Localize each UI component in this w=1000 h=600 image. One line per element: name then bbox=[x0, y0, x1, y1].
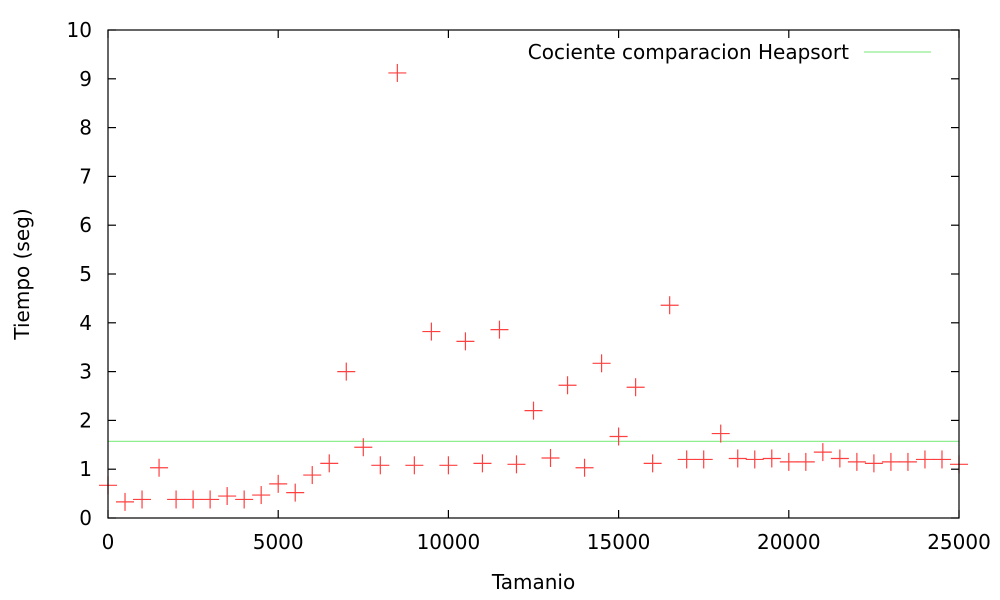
data-point bbox=[235, 490, 254, 509]
y-tick-label: 9 bbox=[79, 67, 92, 91]
y-tick-label: 0 bbox=[79, 506, 92, 530]
data-point bbox=[337, 362, 356, 381]
data-point bbox=[320, 454, 339, 473]
data-point bbox=[541, 448, 560, 467]
data-point bbox=[218, 487, 237, 506]
data-point bbox=[456, 332, 475, 351]
data-point bbox=[303, 466, 322, 485]
data-point bbox=[354, 438, 373, 457]
y-tick-label: 3 bbox=[79, 360, 92, 384]
y-tick-label: 10 bbox=[67, 18, 92, 42]
data-point bbox=[830, 449, 849, 468]
data-point bbox=[660, 296, 679, 315]
data-point bbox=[490, 320, 509, 339]
y-axis-ticks: 0 1 2 3 4 5 6 7 8 9 10 bbox=[67, 18, 959, 530]
y-tick-label: 5 bbox=[79, 262, 92, 286]
data-point bbox=[626, 378, 645, 397]
legend: Cociente comparacion Heapsort bbox=[528, 40, 931, 64]
data-point bbox=[473, 454, 492, 473]
y-tick-label: 6 bbox=[79, 213, 92, 237]
data-point bbox=[507, 455, 526, 474]
data-point bbox=[728, 449, 747, 468]
data-point bbox=[609, 427, 628, 446]
y-tick-label: 2 bbox=[79, 408, 92, 432]
data-point bbox=[643, 454, 662, 473]
x-tick-label: 15000 bbox=[587, 530, 651, 554]
plot-frame bbox=[107, 29, 960, 519]
legend-label: Cociente comparacion Heapsort bbox=[528, 40, 849, 64]
data-point bbox=[592, 354, 611, 373]
data-point bbox=[813, 443, 832, 462]
data-point bbox=[881, 452, 900, 471]
y-axis-title: Tiempo (seg) bbox=[10, 208, 34, 340]
data-point bbox=[405, 456, 424, 475]
x-axis-title: Tamanio bbox=[491, 570, 575, 594]
data-point bbox=[201, 490, 220, 509]
data-point bbox=[184, 490, 203, 509]
data-point bbox=[677, 450, 696, 469]
data-point bbox=[694, 450, 713, 469]
data-point bbox=[133, 490, 152, 509]
data-point bbox=[269, 474, 288, 493]
data-point bbox=[745, 450, 764, 469]
y-tick-label: 7 bbox=[79, 164, 92, 188]
data-point bbox=[371, 456, 390, 475]
x-axis-ticks: 0 5000 10000 15000 20000 25000 bbox=[102, 30, 991, 554]
data-point bbox=[762, 449, 781, 468]
x-tick-label: 25000 bbox=[927, 530, 991, 554]
data-point bbox=[864, 454, 883, 473]
x-tick-label: 0 bbox=[102, 530, 115, 554]
data-point bbox=[898, 452, 917, 471]
data-point bbox=[167, 490, 186, 509]
y-tick-label: 8 bbox=[79, 116, 92, 140]
data-point bbox=[286, 483, 305, 502]
data-point bbox=[150, 458, 169, 477]
x-tick-label: 5000 bbox=[253, 530, 304, 554]
data-point bbox=[388, 63, 407, 82]
data-point bbox=[439, 456, 458, 475]
x-tick-label: 20000 bbox=[757, 530, 821, 554]
data-point bbox=[422, 322, 441, 341]
y-tick-label: 1 bbox=[79, 457, 92, 481]
data-point bbox=[558, 376, 577, 395]
data-point bbox=[796, 452, 815, 471]
plot-marks bbox=[99, 63, 968, 511]
y-tick-label: 4 bbox=[79, 311, 92, 335]
x-tick-label: 10000 bbox=[417, 530, 481, 554]
data-point bbox=[847, 452, 866, 471]
data-point bbox=[252, 486, 271, 505]
data-point bbox=[524, 401, 543, 420]
data-point bbox=[116, 492, 135, 511]
data-point bbox=[915, 450, 934, 469]
data-point bbox=[932, 450, 951, 469]
data-point bbox=[779, 452, 798, 471]
data-point bbox=[575, 458, 594, 477]
data-point bbox=[711, 424, 730, 443]
